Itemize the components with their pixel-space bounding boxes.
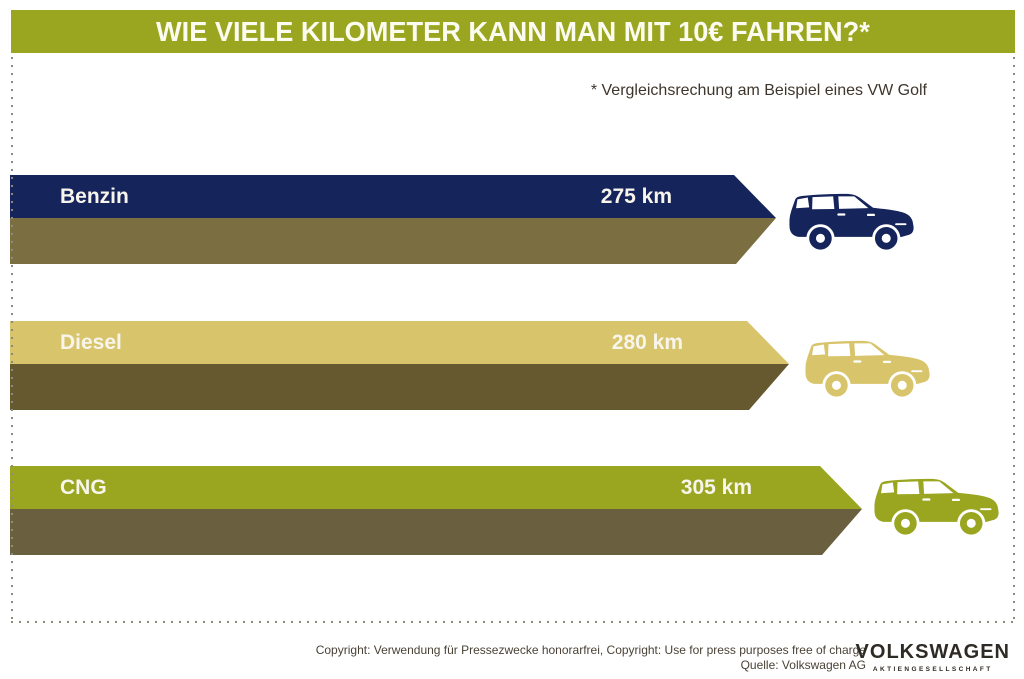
benzin-bar-band — [10, 175, 776, 218]
road-dashed-line — [10, 573, 862, 576]
car-icon — [781, 189, 921, 251]
benzin-label: Benzin — [60, 185, 129, 208]
bar-row-diesel: Diesel 280 km — [0, 321, 1024, 410]
diesel-label: Diesel — [60, 331, 122, 354]
benzin-arrow-bar: Benzin 275 km — [10, 175, 776, 264]
cng-arrow-bar: CNG 305 km — [10, 466, 862, 555]
volkswagen-wordmark: VOLKSWAGEN — [855, 641, 1010, 663]
diesel-value: 280 km — [611, 331, 683, 354]
copyright-text: Copyright: Verwendung für Pressezwecke h… — [315, 643, 866, 657]
bar-row-benzin: Benzin 275 km — [0, 175, 1024, 264]
dotted-border-bottom — [11, 621, 1015, 623]
cng-bar-band — [10, 466, 862, 509]
cng-road-strip — [10, 509, 862, 555]
dotted-border-right — [1013, 57, 1015, 622]
diesel-bar-band — [10, 321, 789, 364]
benzin-value: 275 km — [600, 185, 672, 208]
title-bar: WIE VIELE KILOMETER KANN MAN MIT 10€ FAH… — [11, 10, 1015, 53]
cng-label: CNG — [60, 476, 107, 499]
road-dashed-line — [10, 282, 776, 285]
car-icon — [797, 336, 937, 398]
diesel-road-strip — [10, 364, 789, 410]
cng-value: 305 km — [680, 476, 752, 499]
road-dashed-line — [10, 428, 789, 431]
footnote-subtitle: * Vergleichsrechung am Beispiel eines VW… — [590, 82, 927, 99]
diesel-arrow-bar: Diesel 280 km — [10, 321, 789, 410]
car-icon — [866, 474, 1006, 536]
bar-row-cng: CNG 305 km — [0, 466, 1024, 555]
source-text: Quelle: Volkswagen AG — [740, 658, 866, 672]
page-title: WIE VIELE KILOMETER KANN MAN MIT 10€ FAH… — [156, 15, 870, 47]
dotted-border-left — [11, 57, 13, 622]
volkswagen-subtitle: AKTIENGESELLSCHAFT — [872, 666, 993, 673]
benzin-road-strip — [10, 218, 776, 264]
volkswagen-logo: VOLKSWAGEN AKTIENGESELLSCHAFT — [856, 641, 1010, 673]
